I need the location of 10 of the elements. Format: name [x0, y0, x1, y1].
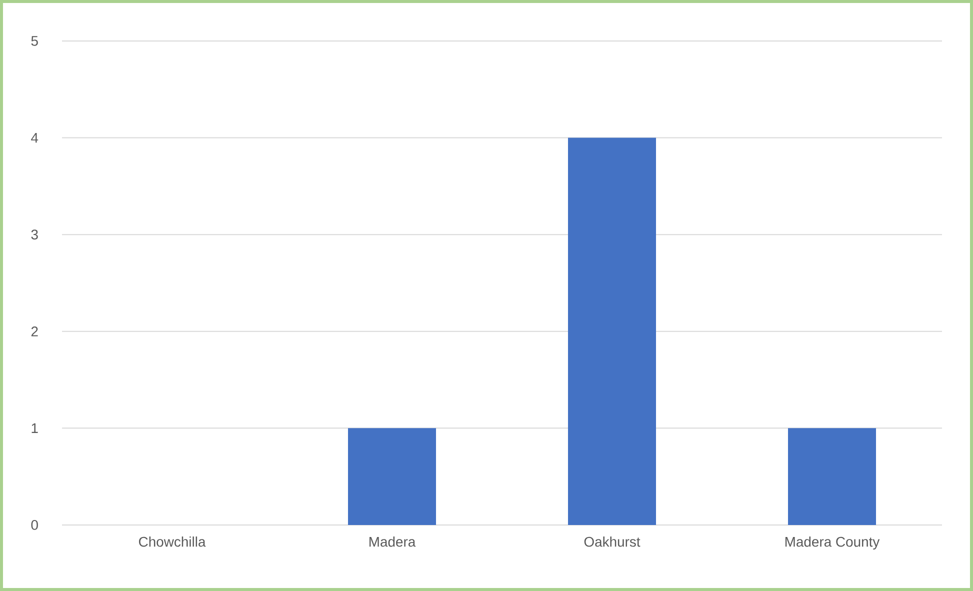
y-tick-label: 1	[32, 423, 38, 433]
y-tick-label: 4	[31, 132, 38, 143]
y-tick-label: 2	[31, 326, 38, 336]
x-tick-label: Oakhurst	[584, 536, 640, 547]
y-tick-label: 5	[31, 36, 38, 46]
x-tick-label: Madera	[370, 536, 416, 547]
y-tick-label: 3	[31, 230, 38, 240]
y-tick-label: 0	[31, 520, 38, 530]
x-tick-label: Madera County	[785, 536, 880, 550]
x-tick-label: Chowchilla	[138, 536, 206, 547]
